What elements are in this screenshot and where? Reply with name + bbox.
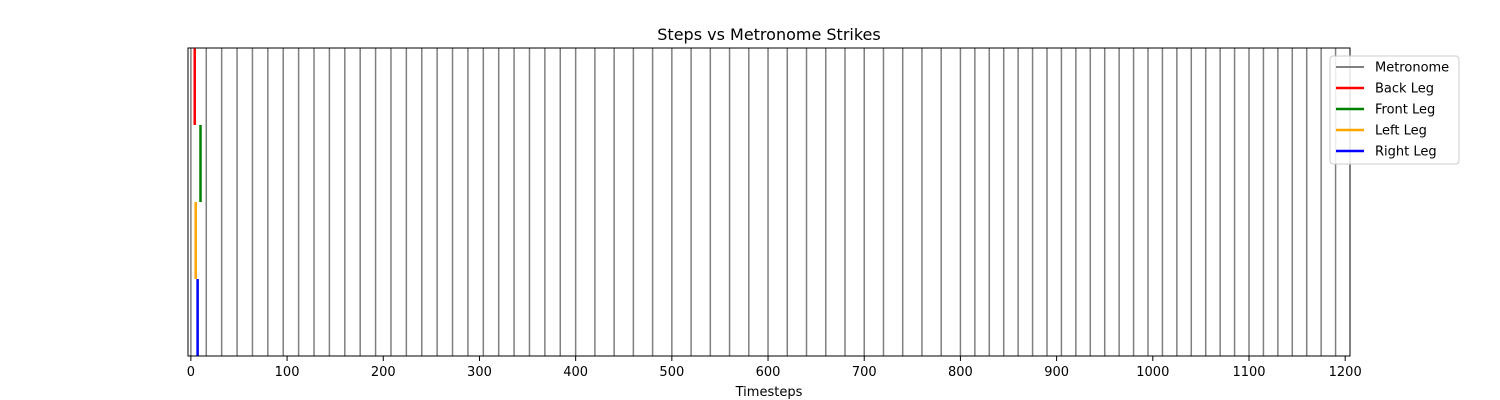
x-tick-label: 1200 [1329,365,1362,380]
x-tick-label: 900 [1044,365,1069,380]
x-tick-label: 500 [659,365,684,380]
x-tick-label: 400 [563,365,588,380]
x-axis: 0 100 200 300 400 500 600 700 800 900 1000 1100 1200 [187,356,1362,380]
plot-area-frame [187,47,1351,357]
x-tick-label: 700 [852,365,877,380]
x-tick-label: 1000 [1136,365,1169,380]
legend-label-back-leg: Back Leg [1375,82,1434,97]
leg-step-lines [193,48,202,356]
x-tick-label: 100 [275,365,300,380]
legend-label-metronome: Metronome [1375,61,1449,76]
metronome-lines [190,48,1337,356]
x-axis-label: Timesteps [735,385,803,400]
x-tick-label: 1100 [1232,365,1265,380]
legend: Metronome Back Leg Front Leg Left Leg Right … [1329,55,1460,165]
x-tick-label: 200 [371,365,396,380]
legend-label-front-leg: Front Leg [1375,103,1435,118]
x-tick-label: 0 [187,365,195,380]
x-tick-label: 800 [948,365,973,380]
legend-label-right-leg: Right Leg [1375,145,1437,160]
chart-title: Steps vs Metronome Strikes [657,25,880,44]
x-tick-label: 300 [467,365,492,380]
legend-box [1329,55,1460,165]
legend-label-left-leg: Left Leg [1375,124,1427,139]
x-tick-label: 600 [756,365,781,380]
